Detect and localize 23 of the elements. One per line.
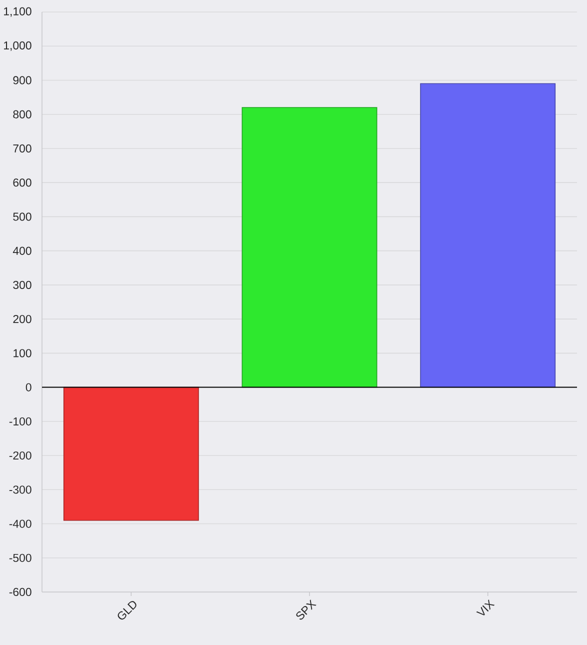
y-tick-label: 300 [13, 280, 32, 289]
y-tick-label: 200 [13, 314, 32, 324]
y-tick-label: 800 [13, 110, 32, 118]
y-tick-label: -400 [9, 520, 32, 528]
y-tick-label: -100 [9, 417, 32, 426]
bar [63, 386, 199, 521]
y-tick-label: -600 [9, 588, 32, 596]
y-tick-label: 100 [14, 349, 32, 358]
bar [242, 107, 378, 388]
bar [420, 83, 556, 388]
y-tick-label: 900 [13, 76, 32, 84]
y-tick-label: -500 [9, 554, 32, 562]
y-tick-label: -300 [9, 486, 32, 494]
y-tick-label: -200 [9, 451, 32, 460]
y-tick-label: 500 [13, 212, 32, 221]
x-tick-label: GLD [118, 601, 136, 620]
y-tick-label: 600 [13, 178, 32, 187]
y-tick-label: 400 [12, 246, 32, 255]
y-tick-label: 0 [26, 383, 32, 392]
y-tick-label: 700 [13, 144, 32, 153]
x-tick-label: VIX [476, 599, 495, 616]
y-tick-label: 1,000 [4, 41, 32, 51]
y-tick-label: 1,100 [4, 7, 32, 17]
